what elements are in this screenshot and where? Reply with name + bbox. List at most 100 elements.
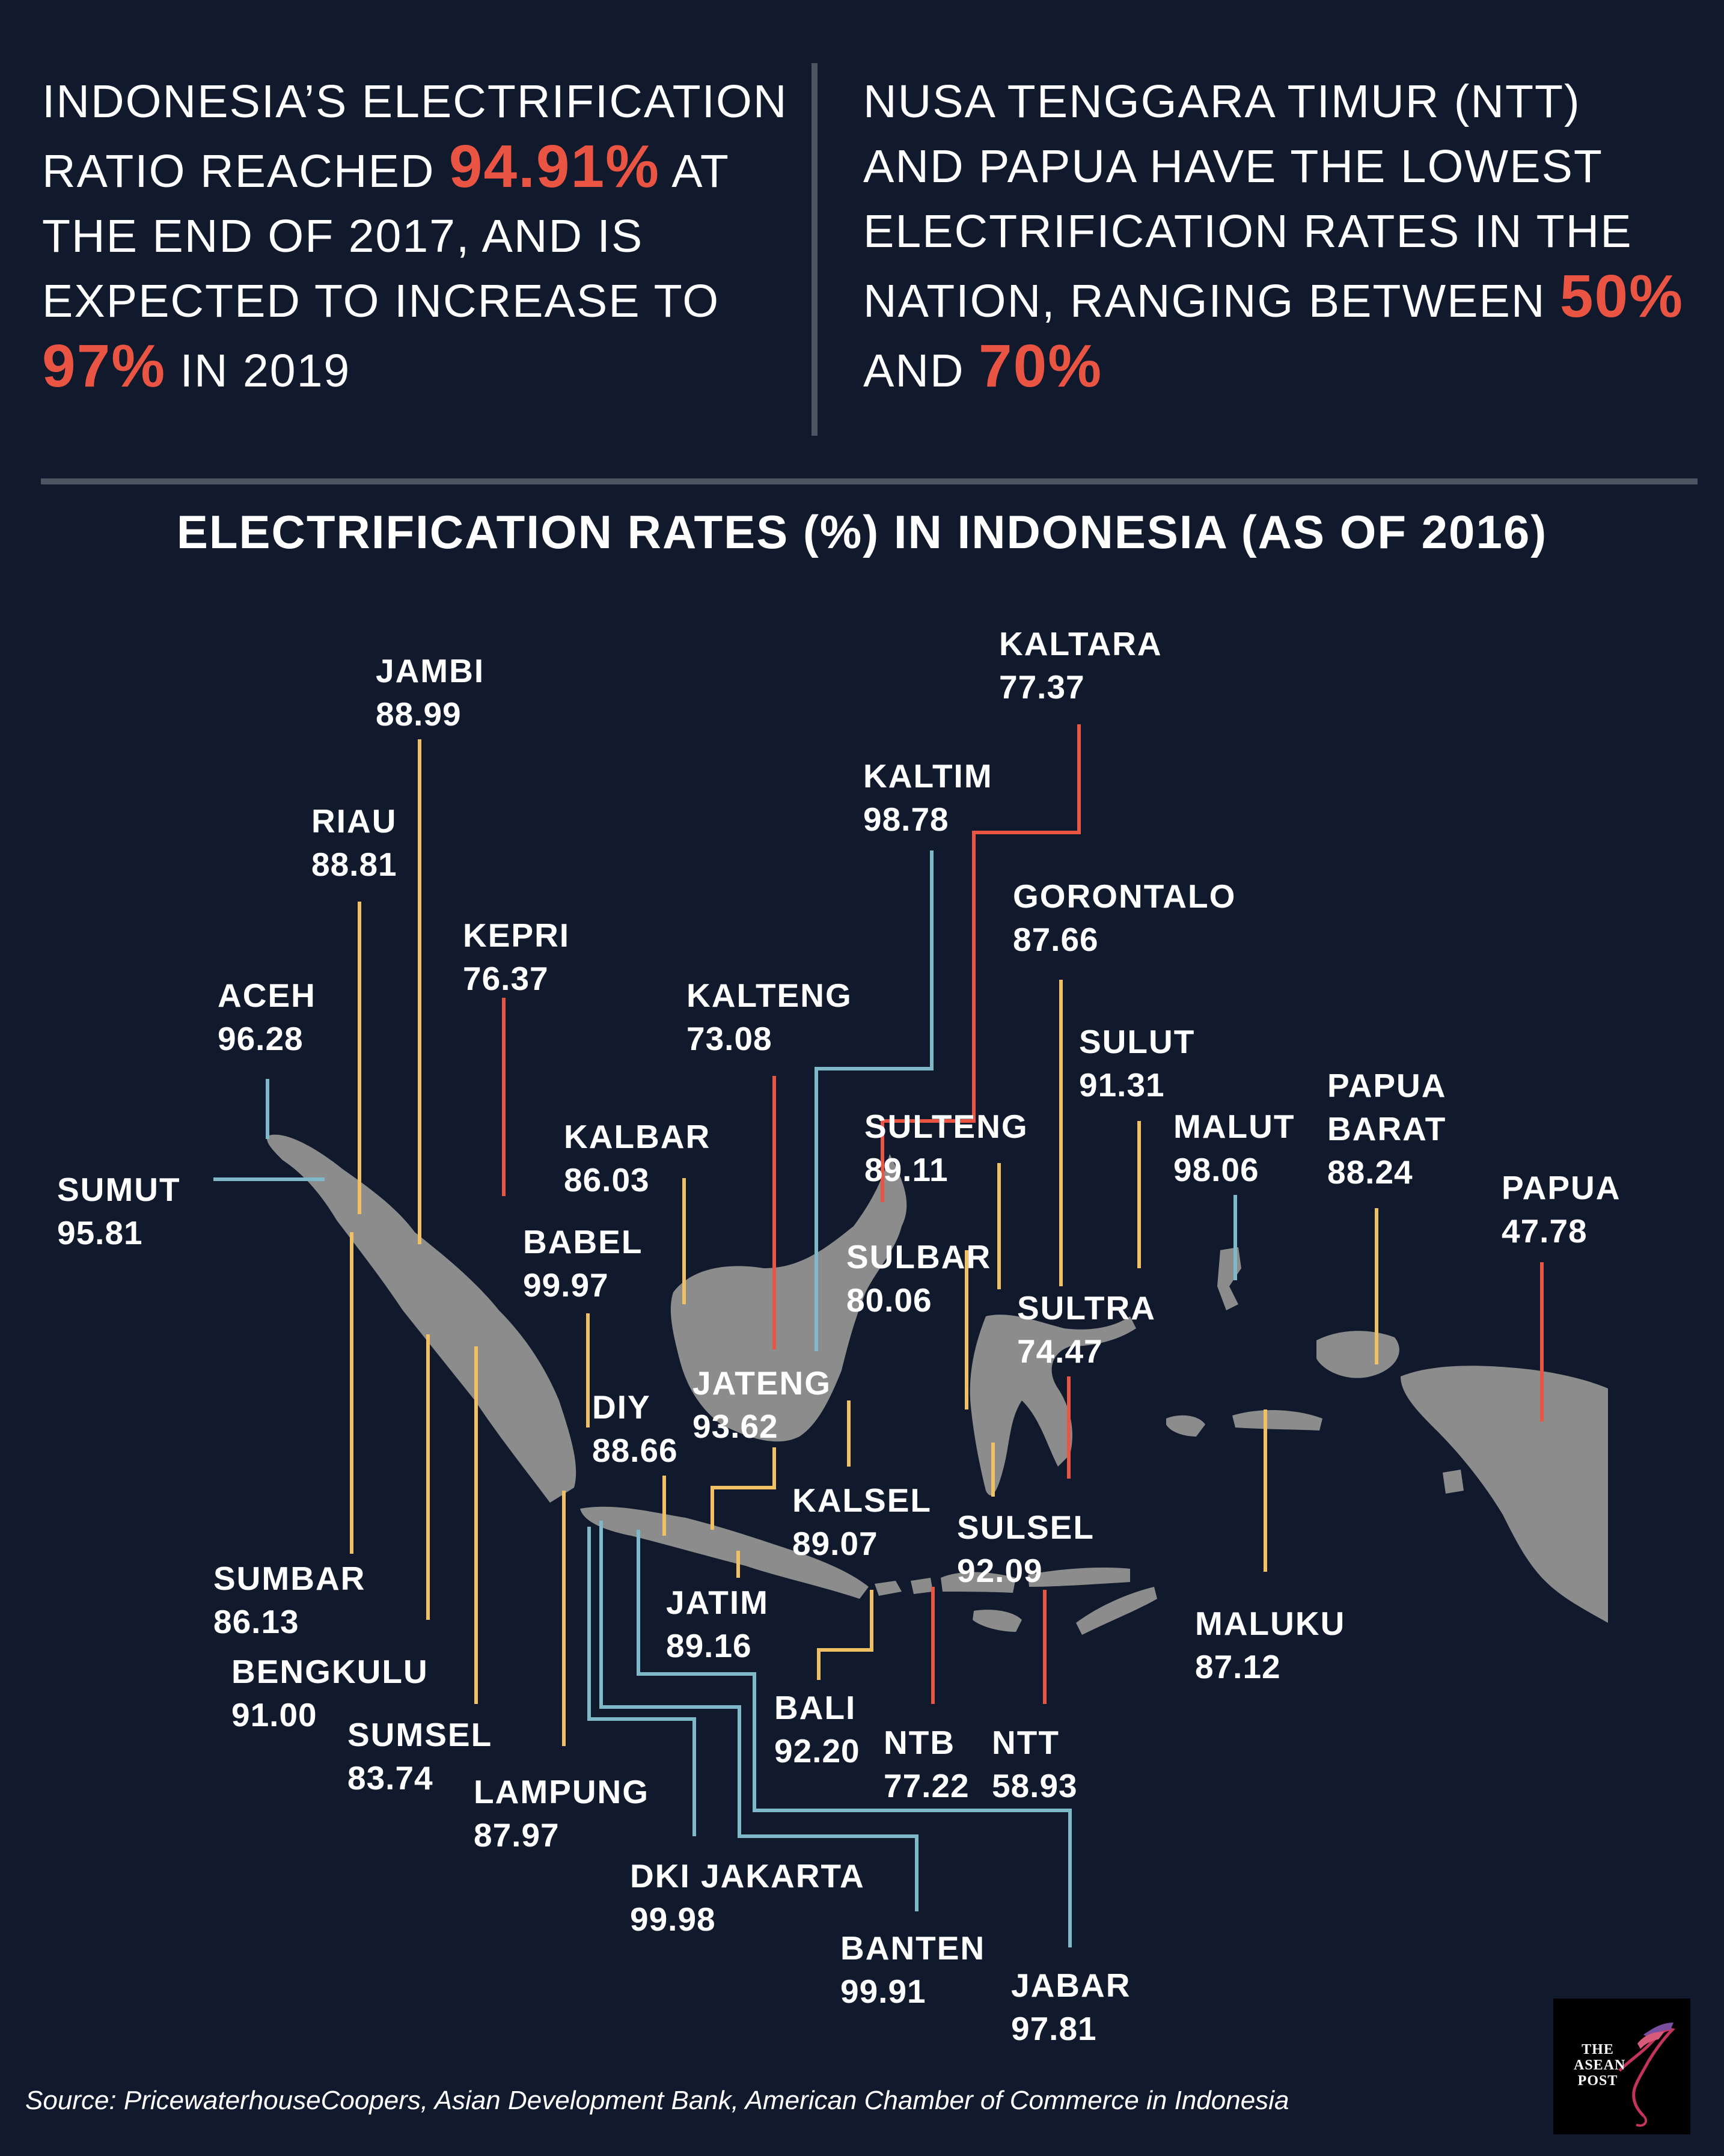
province-name-ntt: NTT: [992, 1724, 1060, 1761]
province-name-babel: BABEL: [523, 1223, 643, 1260]
province-value-kalbar: 86.03: [564, 1161, 650, 1199]
bali-island: [875, 1581, 902, 1596]
province-value-bengkulu: 91.00: [231, 1696, 317, 1733]
province-name-sulteng: SULTENG: [864, 1108, 1029, 1145]
province-name-lampung: LAMPUNG: [474, 1773, 649, 1810]
province-name-jabar: JABAR: [1011, 1967, 1131, 2004]
province-value-sumsel: 83.74: [347, 1759, 433, 1797]
map-title: ELECTRIFICATION RATES (%) IN INDONESIA (…: [176, 505, 1548, 558]
province-name-sumbar: SUMBAR: [213, 1560, 365, 1597]
buru-island: [1166, 1415, 1205, 1437]
province-name-papua-barat: PAPUA BARAT: [1327, 1067, 1446, 1147]
leader-line-kaltara: [881, 724, 1081, 1202]
asean-post-logo: THE ASEAN POST: [1553, 1999, 1690, 2134]
province-value-babel: 99.97: [523, 1266, 609, 1304]
province-name-diy: DIY: [592, 1388, 651, 1426]
province-name-sumsel: SUMSEL: [347, 1716, 492, 1753]
province-value-jabar: 97.81: [1011, 2010, 1097, 2047]
leader-line-jateng: [711, 1447, 776, 1530]
leader-line-banten: [599, 1521, 919, 1911]
province-name-kepri: KEPRI: [463, 917, 570, 954]
province-value-sultra: 74.47: [1017, 1333, 1103, 1370]
logo-text: THE ASEAN POST: [1574, 2042, 1626, 2089]
lombok-island: [911, 1578, 933, 1594]
province-value-sulut: 91.31: [1079, 1066, 1165, 1104]
province-value-maluku: 87.12: [1195, 1648, 1281, 1685]
province-value-gorontalo: 87.66: [1013, 921, 1099, 958]
leader-lines: [213, 724, 1544, 1947]
province-value-jambi: 88.99: [376, 695, 462, 733]
flores-island: [1028, 1568, 1130, 1587]
province-value-sulbar: 80.06: [846, 1281, 932, 1319]
province-value-sumbar: 86.13: [213, 1603, 299, 1640]
intro-left-highlight-ratio: 94.91%: [448, 133, 661, 200]
aru-islands: [1443, 1470, 1464, 1494]
province-value-kaltara: 77.37: [999, 668, 1085, 706]
province-name-sulut: SULUT: [1079, 1023, 1195, 1060]
intro-right-text-2: AND: [863, 345, 979, 397]
province-value-jatim: 89.16: [666, 1627, 752, 1664]
province-name-sulsel: SULSEL: [957, 1509, 1095, 1546]
papua-island: [1401, 1366, 1608, 1623]
province-value-kalteng: 73.08: [686, 1020, 772, 1057]
intro-right-highlight-low: 50%: [1559, 263, 1684, 330]
province-value-bali: 92.20: [774, 1732, 860, 1770]
logo-line-2: ASEAN: [1574, 2057, 1626, 2073]
leader-line-dki-jakarta: [587, 1527, 696, 1836]
intro-statement-left: INDONESIA’S ELECTRIFICATION RATIO REACHE…: [42, 69, 799, 403]
province-name-aceh: ACEH: [218, 977, 316, 1014]
province-name-kaltim: KALTIM: [863, 757, 993, 795]
province-name-papua: PAPUA: [1502, 1169, 1621, 1206]
vertical-divider: [812, 63, 818, 436]
province-value-ntb: 77.22: [884, 1767, 970, 1804]
province-name-dki-jakarta: DKI JAKARTA: [630, 1857, 865, 1895]
province-name-riau: RIAU: [311, 802, 397, 840]
timor-island: [1076, 1587, 1157, 1635]
province-name-bengkulu: BENGKULU: [231, 1653, 429, 1690]
sumatra-island: [267, 1134, 576, 1503]
sumbawa-island: [941, 1572, 1016, 1593]
intro-right-text-1: NUSA TENGGARA TIMUR (NTT) AND PAPUA HAVE…: [863, 76, 1633, 327]
province-name-malut: MALUT: [1173, 1108, 1295, 1145]
province-name-kalteng: KALTENG: [686, 977, 852, 1014]
province-value-papua-barat: 88.24: [1327, 1153, 1413, 1191]
province-name-ntb: NTB: [884, 1724, 955, 1761]
province-name-maluku: MALUKU: [1195, 1605, 1345, 1642]
province-name-jatim: JATIM: [666, 1584, 769, 1621]
province-value-ntt: 58.93: [992, 1767, 1078, 1804]
source-note: Source: PricewaterhouseCoopers, Asian De…: [25, 2086, 1289, 2115]
province-name-kalsel: KALSEL: [792, 1482, 932, 1519]
province-name-sumut: SUMUT: [57, 1171, 181, 1208]
province-value-aceh: 96.28: [218, 1020, 304, 1057]
province-name-kaltara: KALTARA: [999, 625, 1163, 662]
province-value-kepri: 76.37: [463, 960, 549, 997]
province-labels: ACEH 96.28 SUMUT 95.81 RIAU 88.81 JAMBI 88.99 KE…: [57, 625, 1621, 2047]
province-name-jambi: JAMBI: [376, 652, 484, 689]
province-value-malut: 98.06: [1173, 1151, 1259, 1188]
province-name-jateng: JATENG: [692, 1364, 831, 1402]
seram-island: [1232, 1409, 1322, 1431]
sulawesi-island: [970, 1315, 1136, 1495]
horizontal-divider: [41, 478, 1698, 484]
bird-head-peninsula: [1316, 1331, 1399, 1378]
land-masses: [267, 1134, 1608, 1635]
logo-line-3: POST: [1577, 2073, 1618, 2089]
province-name-gorontalo: GORONTALO: [1013, 878, 1236, 915]
province-value-banten: 99.91: [840, 1973, 926, 2010]
province-value-dki-jakarta: 99.98: [630, 1901, 716, 1938]
province-value-lampung: 87.97: [474, 1816, 560, 1854]
java-island: [580, 1506, 869, 1599]
leader-line-bali: [817, 1590, 873, 1680]
province-name-kalbar: KALBAR: [564, 1118, 711, 1155]
province-value-sulsel: 92.09: [957, 1552, 1043, 1589]
sumba-island: [973, 1610, 1022, 1632]
province-name-bali: BALI: [774, 1689, 856, 1726]
logo-line-1: THE: [1582, 2042, 1614, 2057]
intro-left-text-2: AT THE END OF 2017, AND IS EXPECTED TO I…: [42, 145, 729, 327]
hummingbird-icon: [1618, 2023, 1675, 2127]
province-value-diy: 88.66: [592, 1432, 678, 1469]
province-value-kalsel: 89.07: [792, 1525, 878, 1562]
province-name-banten: BANTEN: [840, 1929, 985, 1967]
